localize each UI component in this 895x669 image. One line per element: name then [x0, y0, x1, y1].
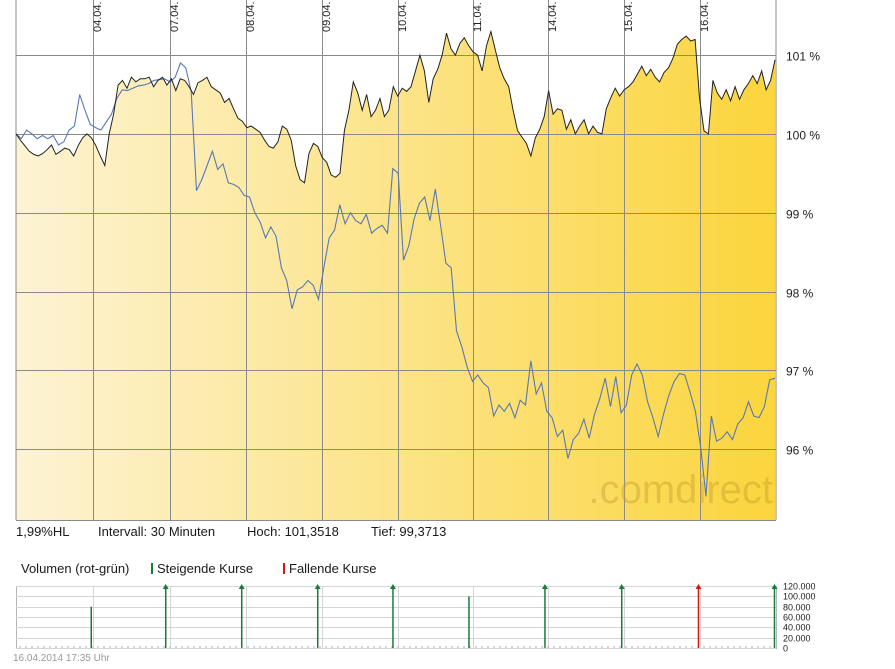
x-tick-label: 15.04.	[623, 1, 635, 32]
legend-falling-label: Fallende Kurse	[289, 561, 377, 576]
volume-overflow-arrow	[238, 584, 245, 589]
x-tick-label: 04.04.	[92, 1, 104, 32]
legend-falling: Fallende Kurse	[283, 561, 376, 576]
y-tick-label: 97 %	[786, 365, 814, 379]
volume-tick-label: 40.000	[783, 623, 811, 633]
chart-axis-labels: 96 % 97 % 98 % 99 % 100 % 101 % 04.04. 07.04. 08…	[92, 1, 820, 457]
volume-tick-label: 100.000	[783, 592, 816, 602]
comparison-series-line	[15, 62, 776, 497]
instrument-name: 1,99%HL	[16, 524, 70, 539]
chart-grid	[15, 0, 777, 521]
high-value: Hoch: 101,3518	[247, 524, 339, 539]
x-tick-label: 09.04.	[321, 1, 333, 32]
legend-rising: Steigende Kurse	[151, 561, 253, 576]
chart-lines	[15, 29, 776, 497]
y-tick-label: 101 %	[786, 50, 820, 64]
volume-tick-label: 0	[783, 644, 788, 654]
interval-label: Intervall: 30 Minuten	[98, 524, 216, 539]
volume-overflow-arrow	[771, 584, 778, 589]
falling-marker-icon	[283, 563, 285, 574]
x-tick-label: 16.04.	[699, 1, 711, 32]
y-tick-label: 99 %	[786, 208, 814, 222]
volume-overflow-arrow	[314, 584, 321, 589]
volume-overflow-arrow	[695, 584, 702, 589]
volume-overflow-arrow	[389, 584, 396, 589]
y-tick-label: 96 %	[786, 444, 814, 458]
volume-tick-label: 120.000	[783, 582, 816, 592]
x-tick-label: 14.04.	[547, 1, 559, 32]
volume-overflow-arrow	[541, 584, 548, 589]
x-tick-label: 10.04.	[397, 1, 409, 32]
volume-tick-label: 60.000	[783, 613, 811, 623]
volume-overflow-arrow	[162, 584, 169, 589]
volume-title: Volumen (rot-grün)	[21, 561, 130, 576]
price-area	[16, 31, 775, 520]
legend-rising-label: Steigende Kurse	[157, 561, 254, 576]
comdirect-watermark: .comdirect	[589, 468, 774, 512]
rising-marker-icon	[151, 563, 153, 574]
volume-tick-label: 20.000	[783, 634, 811, 644]
timestamp: 16.04.2014 17:35 Uhr	[13, 653, 110, 664]
x-tick-label: 11.04.	[472, 2, 484, 32]
x-tick-label: 07.04.	[169, 1, 181, 32]
y-tick-label: 100 %	[786, 129, 820, 143]
volume-overflow-arrow	[618, 584, 625, 589]
y-tick-label: 98 %	[786, 287, 814, 301]
volume-tick-label: 80.000	[783, 603, 811, 613]
price-series-line	[15, 29, 776, 184]
low-value: Tief: 99,3713	[371, 524, 447, 539]
x-tick-label: 08.04.	[245, 1, 257, 32]
price-area-fill	[16, 31, 775, 520]
